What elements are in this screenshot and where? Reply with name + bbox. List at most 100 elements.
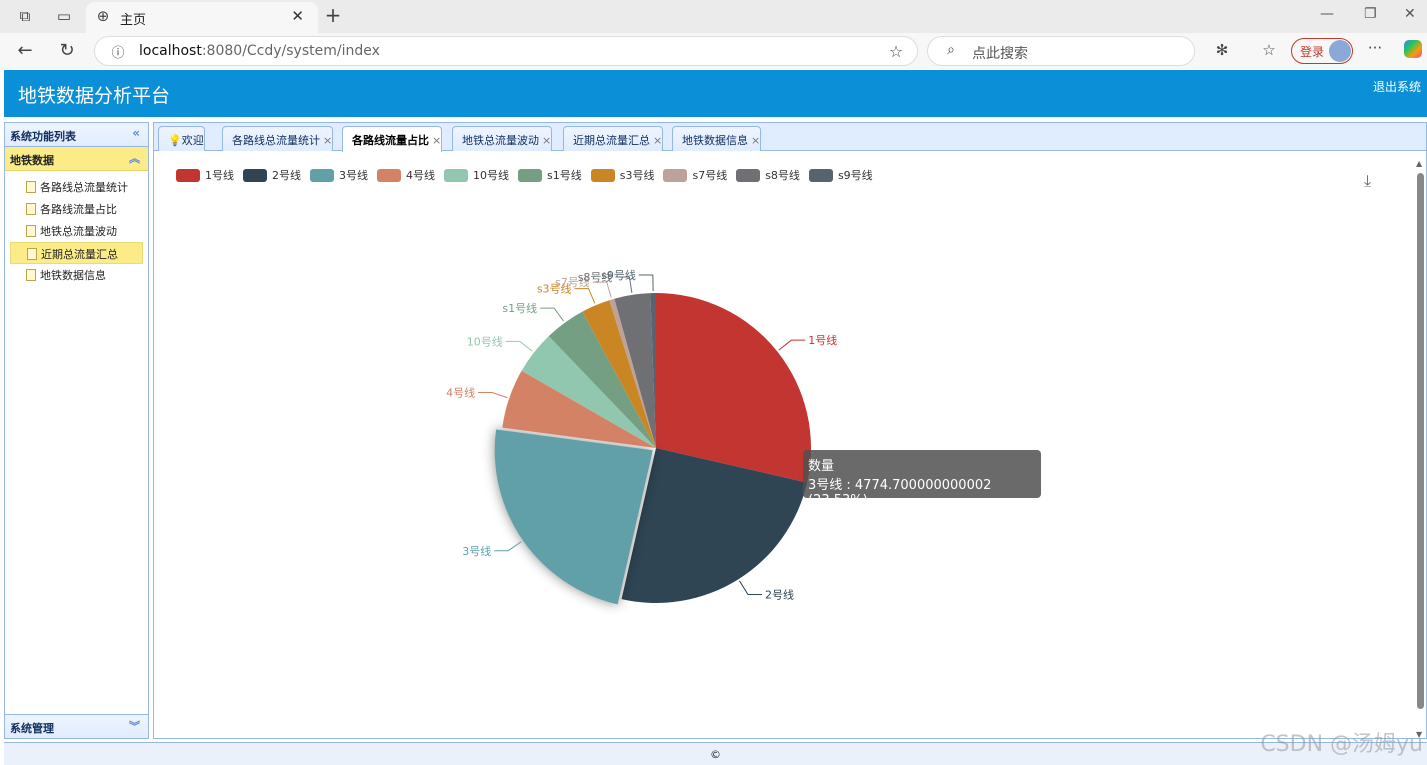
tab-label: 地铁总流量波动 xyxy=(462,134,539,147)
pie-slice[interactable] xyxy=(582,300,656,448)
label-leader-line xyxy=(505,340,533,352)
legend-swatch xyxy=(176,168,200,182)
scrollbar[interactable]: ▲ ▼ xyxy=(1414,159,1426,739)
favorite-star-icon[interactable]: ☆ xyxy=(888,42,904,61)
info-icon[interactable]: ⓘ xyxy=(111,46,125,61)
pie-slice[interactable] xyxy=(521,336,656,448)
tab-close-icon[interactable]: × xyxy=(751,134,761,147)
sidebar-item-label: 近期总流量汇总 xyxy=(41,248,118,261)
scroll-down-icon[interactable]: ▼ xyxy=(1416,730,1423,739)
scrollbar-thumb[interactable] xyxy=(1417,173,1424,709)
chart-tooltip: 数量 3号线 : 4774.700000000002 (23.53%) xyxy=(803,450,1041,508)
copilot-icon[interactable] xyxy=(1404,40,1422,58)
label-leader-line xyxy=(592,281,612,298)
tab[interactable]: 地铁数据信息 × xyxy=(672,126,762,151)
sidebar-item[interactable]: 近期总流量汇总 xyxy=(10,242,143,264)
app-title: 地铁数据分析平台 xyxy=(18,85,171,107)
search-input[interactable]: ⌕ 点此搜索 xyxy=(927,36,1195,66)
legend-swatch xyxy=(808,168,833,182)
legend-label: 1号线 xyxy=(205,169,234,182)
login-button[interactable]: 登录 xyxy=(1291,38,1353,64)
legend-item[interactable]: 4号线 xyxy=(377,167,435,183)
tab-label: 各路线总流量统计 xyxy=(232,134,320,147)
watermark: CSDN @汤姆yu xyxy=(1260,732,1423,757)
tab-close-icon[interactable]: × xyxy=(542,134,552,147)
legend-item[interactable]: 10号线 xyxy=(444,167,509,183)
legend-label: s9号线 xyxy=(837,169,873,182)
pie-slice[interactable] xyxy=(621,448,808,603)
restore-icon[interactable]: ❐ xyxy=(1364,6,1377,22)
download-icon[interactable]: ⤓ xyxy=(1364,171,1372,190)
sidebar-item-label: 地铁数据信息 xyxy=(40,269,106,282)
legend-item[interactable]: 2号线 xyxy=(243,167,301,183)
close-tab-icon[interactable]: ✕ xyxy=(291,7,304,25)
pie-slice[interactable] xyxy=(494,429,653,605)
sidebar-item[interactable]: 各路线流量占比 xyxy=(10,198,143,220)
close-window-icon[interactable]: ✕ xyxy=(1404,6,1416,22)
tab[interactable]: 各路线流量占比 × xyxy=(342,126,443,152)
legend-item[interactable]: s9号线 xyxy=(808,167,873,183)
slice-label: 10号线 xyxy=(467,334,503,348)
sidebar-item[interactable]: 各路线总流量统计 xyxy=(10,176,143,198)
tab[interactable]: 💡欢迎 xyxy=(158,126,205,151)
pie-slice[interactable] xyxy=(614,293,656,448)
legend-item[interactable]: s1号线 xyxy=(518,167,582,183)
favorites-icon[interactable]: ☆ xyxy=(1262,41,1276,59)
accordion-metro-data[interactable]: 地铁数据 ︽ xyxy=(5,147,148,171)
legend-swatch xyxy=(444,168,468,182)
sidebar-item[interactable]: 地铁总流量波动 xyxy=(10,220,143,242)
pie-slice[interactable] xyxy=(502,370,656,448)
legend-item[interactable]: s8号线 xyxy=(736,167,800,183)
slice-label: s9号线 xyxy=(601,268,636,282)
app-header: 地铁数据分析平台 退出系统 xyxy=(4,70,1427,117)
legend-label: s3号线 xyxy=(619,169,655,182)
slice-label: s1号线 xyxy=(502,301,537,315)
browser-tab-bar: ⧉ ▭ ⊕ 主页 ✕ + — ❐ ✕ xyxy=(0,0,1427,33)
legend-item[interactable]: s3号线 xyxy=(590,167,655,183)
legend-swatch xyxy=(377,168,401,182)
legend-item[interactable]: 3号线 xyxy=(310,167,368,183)
tab[interactable]: 近期总流量汇总 × xyxy=(563,126,664,151)
workspaces-icon[interactable]: ⧉ xyxy=(19,7,31,25)
slice-label: 3号线 xyxy=(462,544,491,558)
legend-label: s8号线 xyxy=(765,169,800,182)
label-leader-line xyxy=(638,274,654,292)
extensions-icon[interactable]: ✻ xyxy=(1215,41,1229,59)
collapse-left-icon[interactable]: « xyxy=(132,126,140,140)
legend-item[interactable]: 1号线 xyxy=(176,167,234,183)
tab-close-icon[interactable]: × xyxy=(323,134,333,147)
search-placeholder: 点此搜索 xyxy=(972,46,1028,62)
pie-slice[interactable] xyxy=(650,293,656,448)
tooltip-value: 3号线 : 4774.700000000002 (23.53%) xyxy=(808,478,992,508)
sidebar-item-label: 各路线总流量统计 xyxy=(40,181,128,194)
url-input[interactable]: ⓘ localhost:8080/Ccdy/system/index ☆ xyxy=(94,36,918,66)
tab[interactable]: 各路线总流量统计 × xyxy=(222,126,334,151)
new-tab-icon[interactable]: + xyxy=(324,3,342,27)
chevron-down-icon[interactable]: ︾ xyxy=(129,720,140,733)
logout-link[interactable]: 退出系统 xyxy=(1372,80,1421,94)
pie-slice[interactable] xyxy=(656,293,811,483)
slice-label: 4号线 xyxy=(446,385,475,399)
legend-label: s7号线 xyxy=(692,169,728,182)
pie-slice[interactable] xyxy=(609,298,656,448)
tab-close-icon[interactable]: × xyxy=(432,134,442,147)
tab[interactable]: 地铁总流量波动 × xyxy=(452,126,553,151)
minimize-icon[interactable]: — xyxy=(1320,6,1334,22)
scroll-up-icon[interactable]: ▲ xyxy=(1416,159,1423,168)
browser-tab[interactable]: ⊕ 主页 ✕ xyxy=(86,2,318,33)
tab-strip: 💡欢迎 各路线总流量统计 × 各路线流量占比 × 地铁总流量波动 × 近期总流量汇总 × 地铁数据… xyxy=(154,123,1426,152)
tab-actions-icon[interactable]: ▭ xyxy=(56,7,72,25)
pie-slice[interactable] xyxy=(548,311,656,448)
sidebar-item[interactable]: 地铁数据信息 xyxy=(10,264,143,286)
tab-close-icon[interactable]: × xyxy=(653,134,663,147)
more-icon[interactable]: ··· xyxy=(1367,39,1383,57)
back-icon[interactable]: ← xyxy=(17,40,33,61)
legend-label: 3号线 xyxy=(339,169,368,182)
legend-item[interactable]: s7号线 xyxy=(663,167,727,183)
accordion-system-management[interactable]: 系统管理 ︾ xyxy=(5,714,148,738)
document-icon xyxy=(26,203,36,215)
chevron-up-icon[interactable]: ︽ xyxy=(129,152,140,165)
refresh-icon[interactable]: ↻ xyxy=(59,40,75,61)
globe-icon: ⊕ xyxy=(96,7,110,25)
